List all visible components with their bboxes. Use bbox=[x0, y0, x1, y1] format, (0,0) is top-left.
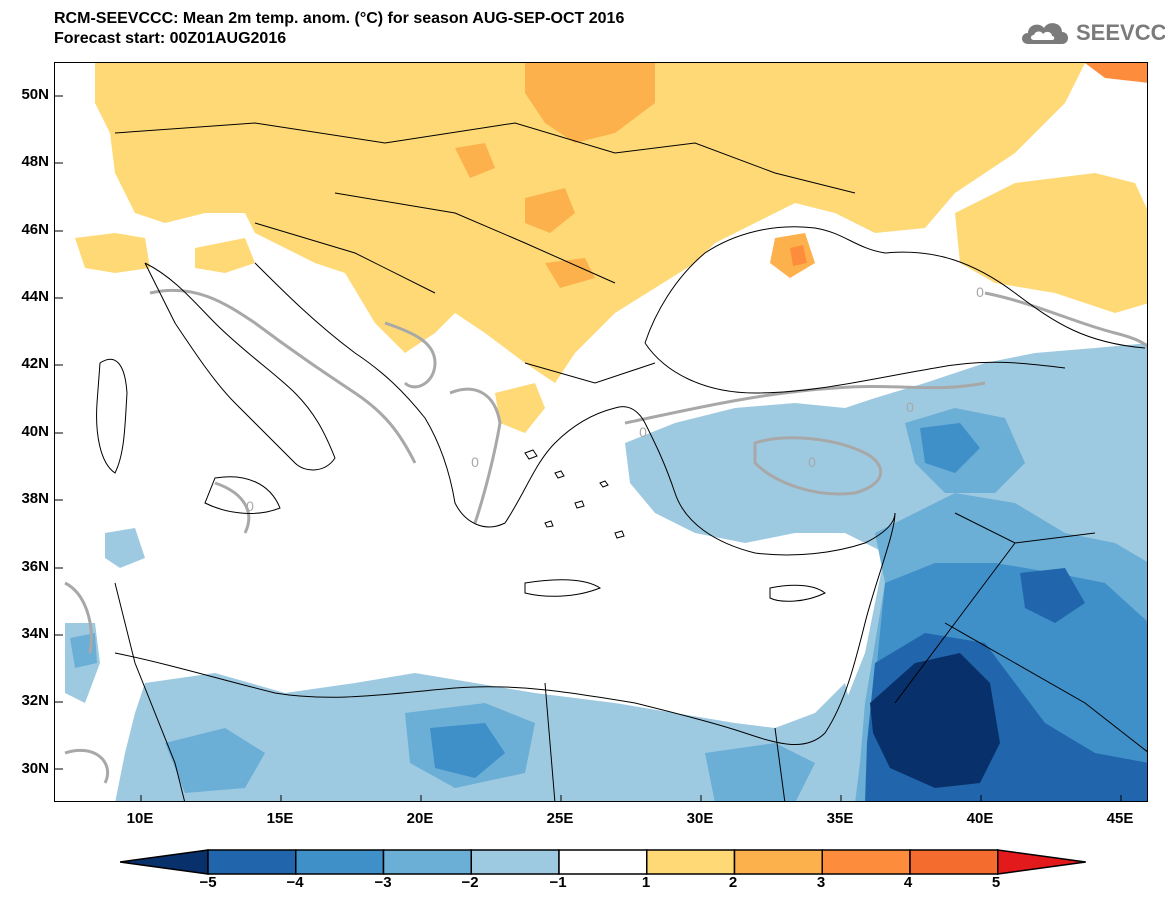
coast-aegean-islands bbox=[524, 449, 625, 539]
contour-label-central: 0 bbox=[808, 454, 816, 470]
contour-libya-west bbox=[64, 748, 110, 784]
coast-sicily bbox=[204, 476, 281, 514]
colorbar-swatch bbox=[558, 849, 648, 875]
x-tick-label: 30E bbox=[686, 810, 714, 827]
y-tick-label: 38N bbox=[21, 490, 49, 507]
colorbar-label: −5 bbox=[199, 874, 217, 891]
contour-label-aegean: 0 bbox=[639, 424, 647, 440]
forecast-start-label: Forecast start: 00Z01AUG2016 bbox=[54, 30, 287, 47]
coast-italy bbox=[144, 262, 336, 471]
graticule-ticks bbox=[55, 95, 1122, 801]
contour-tunisia bbox=[64, 581, 93, 654]
contour-label-sicily: 0 bbox=[246, 498, 254, 514]
contour-black-sea-east bbox=[984, 291, 1147, 349]
coastlines bbox=[96, 122, 1147, 801]
cool3-region-anatolia bbox=[920, 423, 980, 473]
logo-text: SEEVCCC bbox=[1076, 20, 1165, 45]
colorbar-label: −3 bbox=[374, 874, 392, 891]
contour-label-greece: 0 bbox=[471, 454, 479, 470]
y-tick-label: 36N bbox=[21, 558, 49, 575]
warm3-region-ne-corner bbox=[1085, 63, 1147, 83]
x-tick-label: 20E bbox=[406, 810, 434, 827]
contour-adriatic bbox=[384, 321, 437, 389]
warm-region-aegean-north bbox=[495, 383, 545, 433]
colorbar-label: −2 bbox=[461, 874, 479, 891]
cool-region-tunisia-north bbox=[105, 528, 145, 568]
coast-black-sea bbox=[644, 226, 1146, 394]
map-panel: 0 0 0 0 0 0 bbox=[54, 62, 1148, 802]
colorbar-swatch bbox=[382, 849, 472, 875]
coast-crete bbox=[524, 579, 602, 597]
warm2-region-bulgaria bbox=[545, 258, 595, 288]
y-tick-label: 50N bbox=[21, 86, 49, 103]
colorbar-swatch bbox=[470, 849, 560, 875]
colorbar-swatch bbox=[909, 849, 999, 875]
contour-italy bbox=[149, 288, 417, 464]
colorbar-swatch bbox=[821, 849, 911, 875]
x-tick-label: 45E bbox=[1106, 810, 1134, 827]
colorbar-swatch bbox=[646, 849, 736, 875]
x-tick-label: 15E bbox=[266, 810, 294, 827]
y-tick-label: 32N bbox=[21, 692, 49, 709]
y-tick-label: 48N bbox=[21, 153, 49, 170]
colorbar-swatch-min bbox=[119, 849, 209, 875]
contour-sicily bbox=[214, 481, 251, 534]
warm3-region-crimea bbox=[790, 245, 807, 266]
colorbar-label: 2 bbox=[728, 874, 738, 891]
warm-anomaly-fill bbox=[75, 63, 1147, 511]
cool4-region-syria bbox=[1020, 568, 1085, 623]
cool2-region-egypt bbox=[705, 743, 815, 801]
y-tick-label: 44N bbox=[21, 288, 49, 305]
cool3-region-libya bbox=[430, 723, 505, 778]
cloud-icon bbox=[1022, 23, 1068, 44]
colorbar-label: −1 bbox=[549, 874, 567, 891]
warm-region-alps bbox=[195, 238, 255, 273]
y-tick-label: 42N bbox=[21, 355, 49, 372]
coast-cyprus bbox=[769, 584, 826, 602]
warm-region-central-europe bbox=[95, 63, 1085, 383]
cool2-region-libya bbox=[165, 728, 265, 793]
colorbar-label: 3 bbox=[816, 874, 826, 891]
map-title: RCM-SEEVCCC: Mean 2m temp. anom. (°C) fo… bbox=[54, 10, 625, 27]
border-lines bbox=[114, 122, 1147, 801]
y-tick-label: 40N bbox=[21, 423, 49, 440]
contour-greece bbox=[449, 387, 502, 524]
warm2-region-moldova bbox=[455, 143, 495, 178]
warm2-region-romania bbox=[525, 188, 575, 233]
colorbar-label: 5 bbox=[991, 874, 1001, 891]
y-tick-label: 34N bbox=[21, 625, 49, 642]
colorbar bbox=[119, 848, 1086, 881]
warm-region-east bbox=[955, 173, 1147, 313]
seevccc-logo: SEEVCCC bbox=[1018, 18, 1165, 48]
x-tick-label: 35E bbox=[826, 810, 854, 827]
contour-label-black-sea: 0 bbox=[976, 284, 984, 300]
warm-region-west bbox=[75, 233, 150, 273]
cool5-region-jordan bbox=[870, 653, 1000, 788]
colorbar-label: −4 bbox=[286, 874, 304, 891]
colorbar-label: 1 bbox=[641, 874, 651, 891]
colorbar-swatch-max bbox=[997, 849, 1086, 875]
x-tick-label: 25E bbox=[546, 810, 574, 827]
coast-sardinia-corsica bbox=[96, 358, 128, 474]
colorbar-label: 4 bbox=[903, 874, 913, 891]
contour-anatolia-outer bbox=[624, 381, 986, 425]
cool-anomaly-fill bbox=[65, 343, 1147, 801]
colorbar-swatch bbox=[295, 849, 385, 875]
anomaly-map: 0 0 0 0 0 0 bbox=[55, 63, 1147, 801]
coast-anatolia bbox=[114, 422, 896, 746]
y-tick-label: 46N bbox=[21, 221, 49, 238]
y-tick-label: 30N bbox=[21, 760, 49, 777]
contour-label-anatolia: 0 bbox=[906, 399, 914, 415]
colorbar-swatch bbox=[733, 849, 823, 875]
x-tick-label: 40E bbox=[966, 810, 994, 827]
coast-balkans bbox=[254, 262, 646, 528]
colorbar-swatches bbox=[119, 849, 1086, 875]
zero-contours bbox=[64, 288, 1147, 784]
colorbar-swatch bbox=[207, 849, 297, 875]
x-tick-label: 10E bbox=[126, 810, 154, 827]
contour-anatolia-inner bbox=[753, 436, 883, 496]
warm2-region-ukraine bbox=[525, 63, 655, 143]
